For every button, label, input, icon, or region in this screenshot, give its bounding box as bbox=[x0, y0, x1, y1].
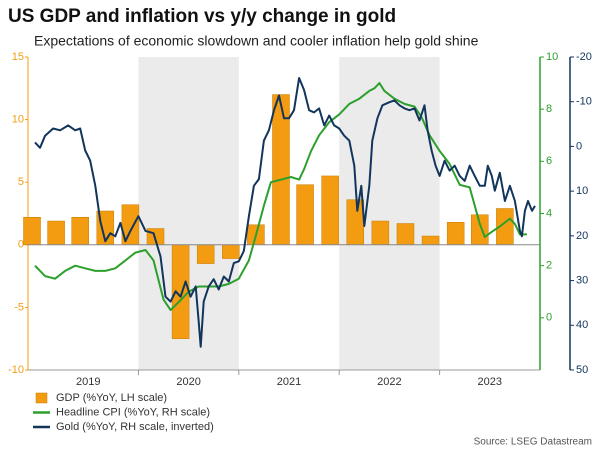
bar bbox=[47, 220, 65, 246]
source-note: Source: LSEG Datastream bbox=[474, 437, 592, 448]
bar bbox=[321, 175, 339, 246]
y2-tick-label: 10 bbox=[546, 51, 558, 63]
y3-tick-label: -20 bbox=[576, 51, 592, 63]
legend-label: GDP (%YoY, LH scale) bbox=[56, 392, 167, 404]
line-series bbox=[34, 77, 536, 348]
bar bbox=[196, 244, 215, 264]
x-tick-label: 2023 bbox=[478, 376, 502, 388]
x-tick-label: 2019 bbox=[76, 376, 100, 388]
bar bbox=[296, 184, 314, 246]
chart-subtitle: Expectations of economic slowdown and co… bbox=[34, 33, 479, 49]
x-tick-label: 2021 bbox=[277, 376, 301, 388]
y3-tick-label: -10 bbox=[576, 96, 592, 108]
chart-title: US GDP and inflation vs y/y change in go… bbox=[8, 6, 396, 27]
y-tick-label: 5 bbox=[18, 176, 24, 188]
legend-label: Headline CPI (%YoY, RH scale) bbox=[56, 406, 210, 418]
line-series bbox=[34, 82, 527, 311]
y2-tick-label: 2 bbox=[546, 260, 552, 272]
y3-tick-label: 0 bbox=[576, 140, 582, 152]
bar bbox=[396, 223, 415, 246]
y3-tick-label: 50 bbox=[576, 364, 588, 376]
y3-tick-label: 20 bbox=[576, 230, 588, 242]
y-tick-label: -5 bbox=[14, 301, 24, 313]
y2-tick-label: 6 bbox=[546, 155, 552, 167]
legend-swatch bbox=[35, 392, 48, 404]
bar bbox=[23, 217, 41, 246]
y3-tick-label: 40 bbox=[576, 319, 588, 331]
x-tick-label: 2022 bbox=[377, 376, 401, 388]
y-tick-label: -10 bbox=[8, 364, 24, 376]
y-tick-label: 10 bbox=[12, 114, 24, 126]
x-tick-label: 2020 bbox=[176, 376, 200, 388]
y-tick-label: 0 bbox=[18, 239, 24, 251]
bar bbox=[346, 199, 365, 246]
bar bbox=[272, 94, 290, 246]
bar bbox=[222, 244, 240, 259]
y3-tick-label: 10 bbox=[576, 185, 588, 197]
y2-tick-label: 8 bbox=[546, 103, 552, 115]
bar bbox=[446, 222, 465, 246]
y2-tick-label: 0 bbox=[546, 312, 552, 324]
y-tick-label: 15 bbox=[12, 51, 24, 63]
bar bbox=[71, 217, 89, 246]
y2-tick-label: 4 bbox=[546, 207, 552, 219]
legend-label: Gold (%YoY, RH scale, inverted) bbox=[56, 421, 214, 433]
y3-tick-label: 30 bbox=[576, 274, 588, 286]
bar bbox=[371, 220, 390, 246]
bar bbox=[471, 214, 489, 246]
bar bbox=[421, 235, 440, 246]
